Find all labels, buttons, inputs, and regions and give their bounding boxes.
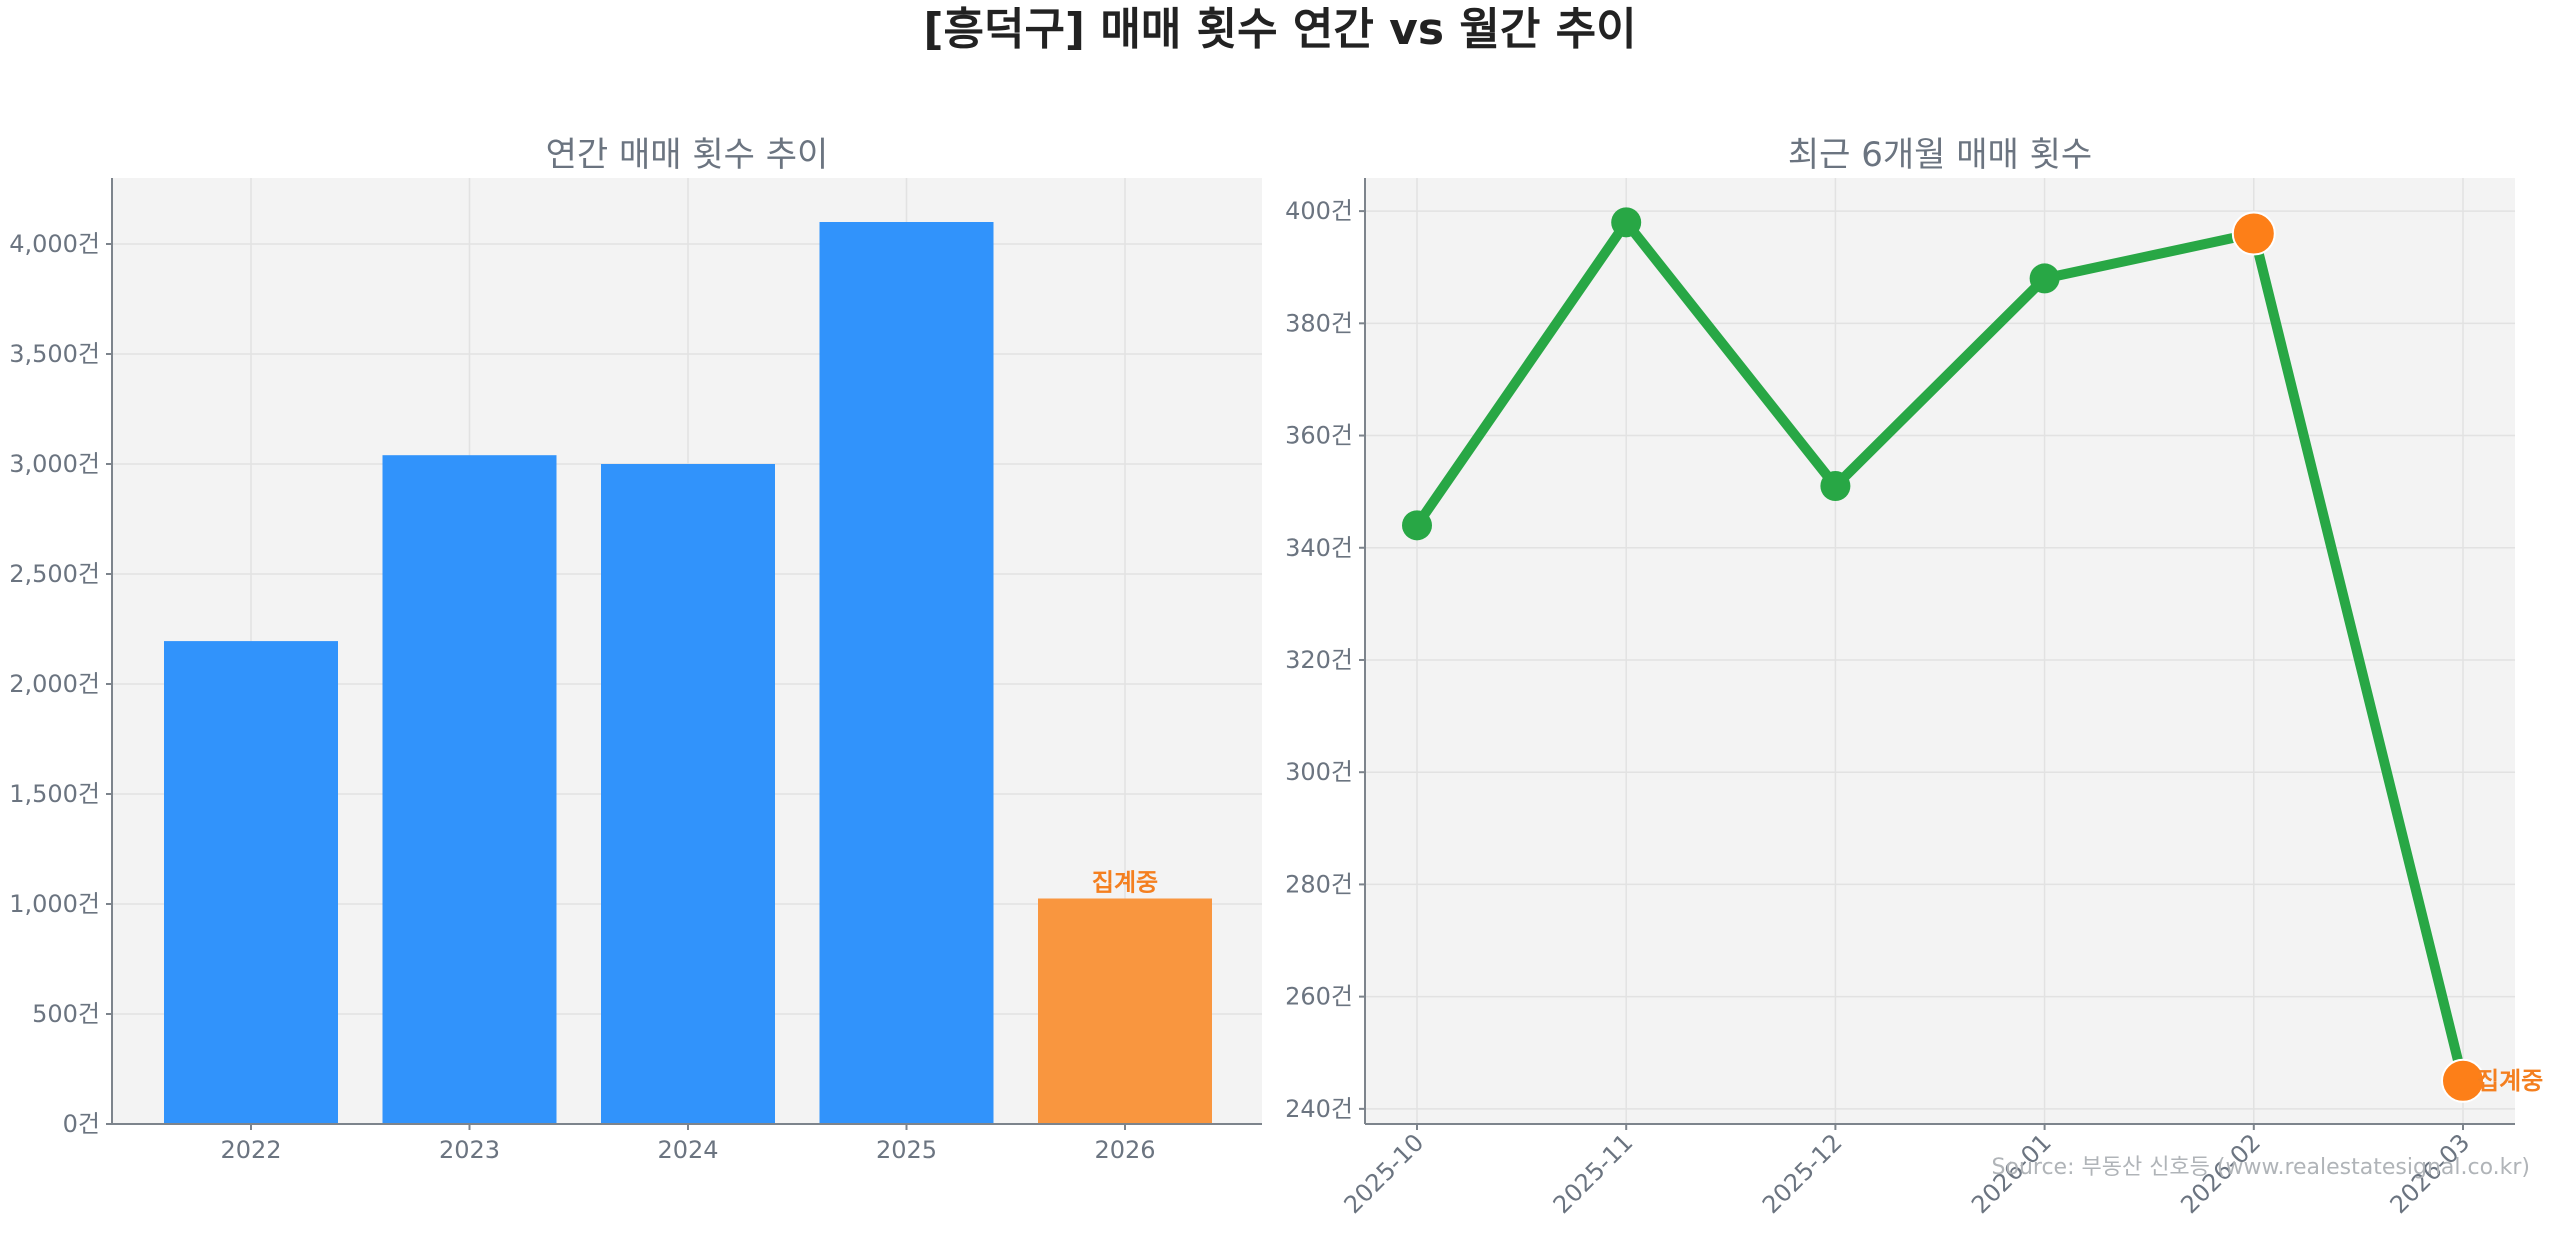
- y-tick-label: 3,500건: [9, 340, 100, 368]
- y-tick-label: 2,000건: [9, 670, 100, 698]
- y-tick-label: 340건: [1285, 534, 1353, 562]
- x-tick-label: 2022: [220, 1136, 281, 1164]
- bar: [382, 455, 557, 1124]
- pending-annotation: 집계중: [1092, 869, 1158, 897]
- x-tick-label: 2025-10: [1339, 1128, 1430, 1219]
- x-tick-label: 2025: [876, 1136, 937, 1164]
- y-tick-label: 380건: [1285, 309, 1353, 337]
- bar: [164, 641, 338, 1124]
- y-tick-label: 280건: [1285, 870, 1353, 898]
- y-tick-label: 400건: [1285, 197, 1353, 225]
- y-tick-label: 300건: [1285, 758, 1353, 786]
- x-tick-label: 2025-11: [1548, 1128, 1639, 1219]
- data-marker: [1402, 510, 1432, 541]
- y-tick-label: 240건: [1285, 1095, 1353, 1123]
- monthly-chart-title: 최근 6개월 매매 횟수: [1788, 135, 2092, 175]
- pending-annotation: 집계중: [2477, 1067, 2543, 1095]
- annual-bar-chart: 집계중 0건 500건 1,000건 1,500건 2,000건 2,500건 3,000건 3…: [9, 135, 1262, 1164]
- annual-chart-title: 연간 매매 횟수 추이: [546, 135, 829, 175]
- plot-area: [1365, 178, 2515, 1124]
- y-tick-label: 0건: [63, 1110, 100, 1138]
- data-marker: [1820, 471, 1851, 502]
- y-tick-label: 360건: [1285, 422, 1353, 450]
- x-tick-label: 2025-12: [1757, 1128, 1848, 1219]
- main-title: [흥덕구] 매매 횟수 연간 vs 월간 추이: [923, 4, 1637, 55]
- x-tick-label: 2024: [657, 1136, 718, 1164]
- data-marker: [2029, 263, 2060, 294]
- bar: [601, 464, 775, 1124]
- highlight-marker: [2231, 211, 2276, 256]
- highlight-marker: [2441, 1058, 2485, 1103]
- y-tick-label: 1,000건: [9, 890, 100, 918]
- trend-line: [1412, 217, 2468, 1082]
- y-tick-label: 500건: [32, 1000, 100, 1028]
- x-tick-label: 2026: [1094, 1136, 1155, 1164]
- y-tick-label: 4,000건: [9, 230, 100, 258]
- bar: [819, 222, 994, 1124]
- x-tick-label: 2023: [439, 1136, 500, 1164]
- data-marker: [1611, 207, 1642, 238]
- source-caption: Source: 부동산 신호등 (www.realestatesignal.co…: [1992, 1155, 2530, 1180]
- y-tick-label: 320건: [1285, 646, 1353, 674]
- y-tick-label: 2,500건: [9, 560, 100, 588]
- y-tick-label: 1,500건: [9, 780, 100, 808]
- y-tick-label: 3,000건: [9, 450, 100, 478]
- monthly-line-chart: 집계중 240건 260건 280건 300건 320건 340건 360건 380건 400건 2…: [1285, 135, 2543, 1219]
- bar-pending: [1038, 898, 1212, 1124]
- y-tick-label: 260건: [1285, 983, 1353, 1011]
